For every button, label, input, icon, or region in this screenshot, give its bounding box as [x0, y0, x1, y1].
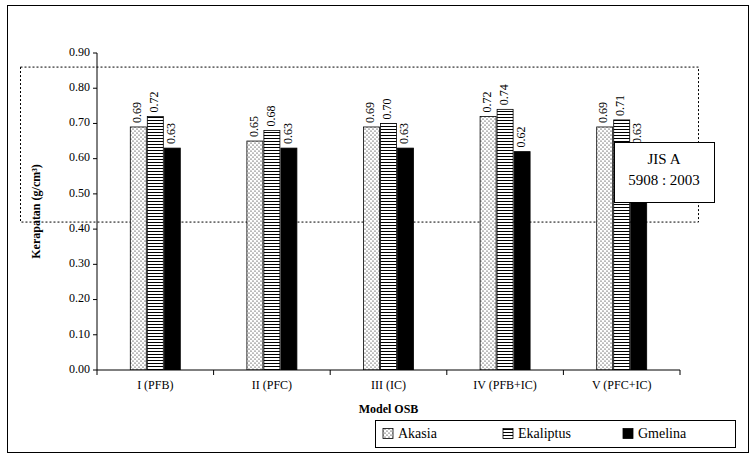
- y-tick: [93, 123, 97, 124]
- legend: Akasia Ekaliptus Gmelina: [376, 421, 736, 448]
- y-tick: [93, 229, 97, 230]
- data-label: 0.71: [613, 95, 627, 116]
- bar-pattern: [264, 130, 280, 370]
- chart: 0.690.650.690.720.690.720.680.700.740.71…: [0, 0, 752, 454]
- data-label: 0.65: [247, 116, 261, 137]
- bar: [597, 127, 613, 370]
- legend-label: Ekaliptus: [518, 426, 571, 441]
- x-tick-label: III (IC): [371, 378, 406, 392]
- y-tick-label: 0.30: [69, 256, 90, 270]
- legend-box: [376, 421, 736, 448]
- x-tick: [213, 370, 214, 375]
- y-tick: [93, 158, 97, 159]
- bar: [497, 109, 513, 370]
- data-label: 0.63: [630, 123, 644, 144]
- data-label: 0.69: [363, 102, 377, 123]
- x-tick: [680, 370, 681, 375]
- y-tick-label: 0.20: [69, 291, 90, 305]
- annotation-text: JIS A: [648, 151, 681, 167]
- bar: [398, 148, 414, 370]
- annotation-box: [615, 143, 715, 203]
- bar: [264, 130, 280, 370]
- y-tick-label: 0.40: [69, 221, 90, 235]
- bar: [381, 123, 397, 370]
- y-tick: [93, 53, 97, 54]
- bar-pattern: [381, 123, 397, 370]
- x-tick-label: II (PFC): [252, 378, 292, 392]
- bar: [480, 116, 496, 370]
- bar: [281, 148, 297, 370]
- bar-pattern: [130, 127, 146, 370]
- y-tick: [93, 299, 97, 300]
- legend-label: Akasia: [398, 426, 438, 441]
- y-tick-label: 0.80: [69, 80, 90, 94]
- x-axis-title: Model OSB: [359, 402, 419, 416]
- y-tick: [93, 88, 97, 89]
- annotation-text: 5908 : 2003: [628, 172, 700, 188]
- bars: [130, 109, 646, 370]
- y-axis: [97, 53, 98, 370]
- data-labels: 0.690.650.690.720.690.720.680.700.740.71…: [130, 84, 644, 147]
- data-label: 0.63: [164, 123, 178, 144]
- legend-label: Gmelina: [638, 426, 687, 441]
- x-tick: [446, 370, 447, 375]
- y-tick-label: 0.10: [69, 327, 90, 341]
- y-tick: [93, 193, 97, 194]
- y-tick: [93, 264, 97, 265]
- x-tick: [97, 370, 98, 375]
- data-label: 0.62: [514, 127, 528, 148]
- x-tick-label: IV (PFB+IC): [473, 378, 537, 392]
- x-tick-label: I (PFB): [137, 378, 173, 392]
- legend-swatch: [503, 429, 513, 439]
- bar: [147, 116, 163, 370]
- data-label: 0.72: [147, 91, 161, 112]
- bar-pattern: [497, 109, 513, 370]
- bar: [514, 152, 530, 370]
- data-label: 0.63: [281, 123, 295, 144]
- data-label: 0.69: [130, 102, 144, 123]
- bar: [164, 148, 180, 370]
- data-label: 0.68: [264, 105, 278, 126]
- bar-pattern: [147, 116, 163, 370]
- x-tick: [563, 370, 564, 375]
- x-tick: [330, 370, 331, 375]
- bar: [364, 127, 380, 370]
- data-label: 0.72: [480, 91, 494, 112]
- data-label: 0.70: [380, 98, 394, 119]
- chart-frame: [8, 6, 749, 453]
- data-label: 0.69: [596, 102, 610, 123]
- y-tick: [93, 370, 97, 371]
- y-tick-label: 0.50: [69, 186, 90, 200]
- x-tick-label: V (PFC+IC): [592, 378, 652, 392]
- bar-pattern: [597, 127, 613, 370]
- bar-pattern: [364, 127, 380, 370]
- legend-swatch: [383, 429, 393, 439]
- data-label: 0.63: [397, 123, 411, 144]
- x-axis: [97, 370, 680, 371]
- y-tick-label: 0.00: [69, 362, 90, 376]
- legend-swatch-pattern: [383, 429, 393, 439]
- y-tick-label: 0.70: [69, 115, 90, 129]
- bar: [247, 141, 263, 370]
- y-tick: [93, 334, 97, 335]
- bar-pattern: [480, 116, 496, 370]
- y-axis-title: Kerapatan (g/cm³): [29, 164, 43, 259]
- y-tick-label: 0.90: [69, 45, 90, 59]
- data-label: 0.74: [497, 84, 511, 105]
- bar: [130, 127, 146, 370]
- bar-pattern: [247, 141, 263, 370]
- legend-swatch: [623, 429, 633, 439]
- legend-swatch-pattern: [503, 429, 513, 439]
- y-tick-label: 0.60: [69, 150, 90, 164]
